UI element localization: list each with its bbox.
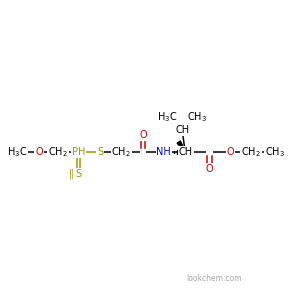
Text: S: S	[98, 147, 103, 157]
Text: ‖: ‖	[68, 169, 73, 179]
Text: lookchem.com: lookchem.com	[187, 274, 242, 283]
Text: CH: CH	[178, 147, 193, 157]
Text: H$_3$C: H$_3$C	[157, 110, 177, 124]
Text: H$_3$C: H$_3$C	[7, 145, 27, 159]
Text: O: O	[35, 147, 43, 157]
Text: NH: NH	[157, 147, 171, 157]
Text: O: O	[206, 164, 213, 174]
Text: CH$_2$: CH$_2$	[111, 145, 131, 159]
Polygon shape	[177, 141, 186, 152]
Text: CH: CH	[176, 125, 190, 135]
Text: O: O	[226, 147, 234, 157]
Text: S: S	[76, 169, 82, 179]
Text: PH: PH	[72, 147, 86, 157]
Text: CH$_2$: CH$_2$	[241, 145, 261, 159]
Text: CH$_3$: CH$_3$	[265, 145, 285, 159]
Text: CH$_3$: CH$_3$	[187, 110, 207, 124]
Text: CH$_2$: CH$_2$	[48, 145, 68, 159]
Text: O: O	[139, 130, 147, 140]
